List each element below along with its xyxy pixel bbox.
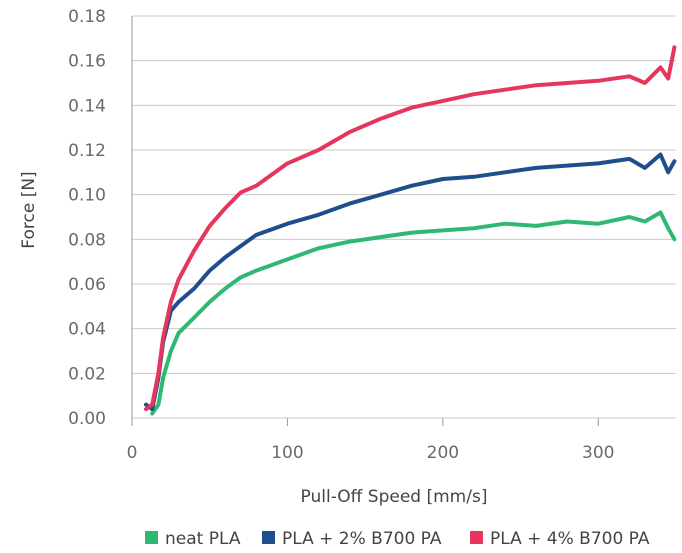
axes (131, 16, 599, 426)
gridlines (132, 15, 676, 419)
x-tick-label: 100 (271, 443, 303, 463)
x-tick-label: 0 (127, 443, 138, 463)
y-tick-label: 0.08 (68, 230, 106, 250)
legend-label: PLA + 2% B700 PA (282, 529, 442, 549)
tick-labels: 0.00 0.02 0.04 0.06 0.08 0.10 0.12 0.14 0.16 0.18… (68, 7, 614, 463)
y-tick-label: 0.06 (68, 275, 106, 295)
x-tick-label: 200 (427, 443, 459, 463)
legend: neat PLA PLA + 2% B700 PA PLA + 4% B700 PA (145, 529, 650, 549)
y-tick-label: 0.18 (68, 7, 106, 27)
y-tick-label: 0.16 (68, 52, 106, 72)
y-tick-label: 0.04 (68, 320, 106, 340)
legend-label: neat PLA (165, 529, 241, 549)
x-tick-label: 300 (582, 443, 614, 463)
y-tick-label: 0.00 (68, 409, 106, 429)
legend-swatch (145, 531, 158, 544)
y-tick-label: 0.14 (68, 96, 106, 116)
y-tick-label: 0.10 (68, 186, 106, 206)
y-tick-label: 0.02 (68, 364, 106, 384)
series-lines (144, 45, 677, 416)
series-line-1 (144, 152, 677, 412)
y-tick-label: 0.12 (68, 141, 106, 161)
series-line-0 (150, 210, 677, 416)
y-axis-title: Force [N] (19, 171, 39, 248)
legend-swatch (262, 531, 275, 544)
legend-swatch (470, 531, 483, 544)
series-line-2 (144, 45, 677, 412)
x-axis-title: Pull-Off Speed [mm/s] (301, 487, 488, 507)
legend-label: PLA + 4% B700 PA (490, 529, 650, 549)
